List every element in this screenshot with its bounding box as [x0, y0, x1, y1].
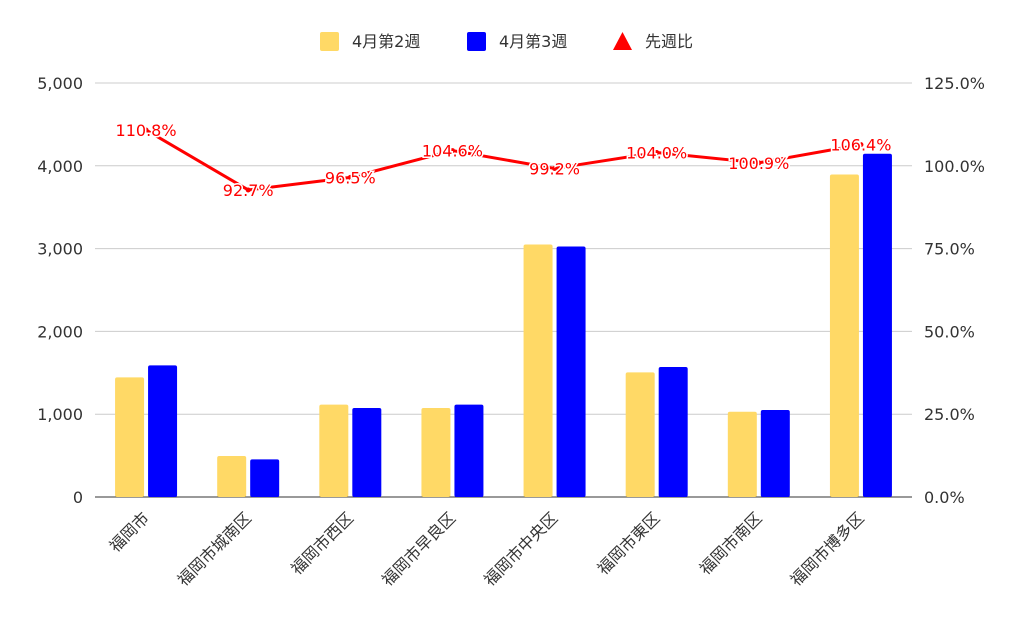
ratio-line-path: [145, 128, 862, 192]
legend-swatch: [467, 32, 486, 51]
bar-week3: [862, 153, 892, 497]
ratio-point: [552, 165, 558, 171]
category-label: 福岡市: [106, 508, 153, 555]
bar-week2: [829, 174, 859, 497]
bar-week3: [556, 246, 586, 497]
legend-triangle-icon: [613, 32, 632, 50]
bar-week3: [148, 365, 178, 497]
right-tick-label: 50.0%: [924, 322, 975, 341]
category-label: 福岡市中央区: [480, 508, 561, 589]
x-axis-labels: 福岡市 福岡市城南区 福岡市西区 福岡市早良区 福岡市中央区 福岡市東区 福岡市南区 福岡市博…: [106, 508, 868, 589]
ratio-line: 110.8% 92.7% 96.5% 104.6% 99.2% 104.0% 100.9% 1…: [114, 120, 893, 202]
bar-week2: [115, 377, 145, 497]
legend-label: 先週比: [645, 32, 693, 51]
bar-week3: [454, 404, 484, 497]
bar-week2: [523, 244, 553, 497]
ratio-data-label: 104.0%: [626, 144, 687, 163]
bars: [115, 153, 892, 497]
ratio-point: [347, 174, 353, 180]
bar-week3: [760, 410, 790, 497]
bar-week3: [658, 367, 688, 497]
ratio-point: [245, 187, 251, 193]
bar-week2: [421, 407, 451, 497]
left-tick-label: 4,000: [37, 157, 83, 176]
ratio-data-label: 96.5%: [325, 168, 376, 187]
ratio-data-label: 99.2%: [529, 159, 580, 178]
left-tick-label: 5,000: [37, 74, 83, 93]
right-tick-label: 0.0%: [924, 488, 965, 507]
bar-week2: [625, 372, 655, 497]
right-tick-label: 25.0%: [924, 405, 975, 424]
left-axis-ticks: 0 1,000 2,000 3,000 4,000 5,000: [37, 74, 83, 507]
category-label: 福岡市南区: [696, 508, 766, 578]
bar-week3: [352, 407, 382, 497]
ratio-data-label: 92.7%: [223, 181, 274, 200]
left-tick-label: 2,000: [37, 322, 83, 341]
legend-label: 4月第3週: [499, 32, 567, 51]
right-tick-label: 125.0%: [924, 74, 985, 93]
ratio-data-label: 110.8%: [116, 121, 177, 140]
legend: 4月第2週 4月第3週 先週比: [320, 32, 693, 51]
ratio-data-label: 100.9%: [728, 154, 789, 173]
bar-week2: [727, 411, 757, 497]
category-label: 福岡市東区: [594, 508, 664, 578]
legend-label: 4月第2週: [352, 32, 420, 51]
left-tick-label: 3,000: [37, 240, 83, 259]
bar-week3: [250, 459, 280, 497]
right-axis-ticks: 0.0% 25.0% 50.0% 75.0% 100.0% 125.0%: [924, 74, 985, 507]
category-label: 福岡市博多区: [786, 508, 867, 589]
right-tick-label: 100.0%: [924, 157, 985, 176]
ratio-point: [449, 148, 455, 154]
category-label: 福岡市西区: [287, 508, 357, 578]
left-tick-label: 1,000: [37, 405, 83, 424]
left-tick-label: 0: [73, 488, 83, 507]
bar-week2: [217, 456, 247, 497]
category-label: 福岡市早良区: [378, 508, 459, 589]
ratio-point: [143, 127, 149, 133]
ratio-data-label: 104.6%: [422, 142, 483, 161]
category-label: 福岡市城南区: [174, 508, 255, 589]
ratio-point: [654, 150, 660, 156]
ratio-data-label: 106.4%: [830, 136, 891, 155]
legend-swatch: [320, 32, 339, 51]
right-tick-label: 75.0%: [924, 240, 975, 259]
ratio-point: [756, 160, 762, 166]
ratio-point: [858, 142, 864, 148]
bar-week2: [319, 404, 349, 497]
